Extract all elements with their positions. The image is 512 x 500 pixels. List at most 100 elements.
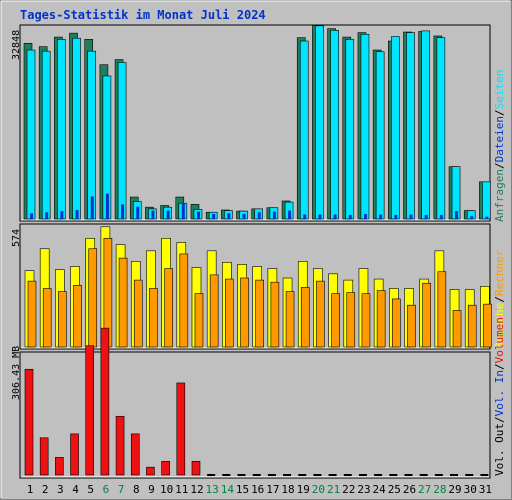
day-label-29: 29 <box>448 483 461 496</box>
bar-volumen-day-30 <box>465 474 474 476</box>
day-label-6: 6 <box>103 483 110 496</box>
day-label-3: 3 <box>57 483 64 496</box>
bar-volumen-day-14 <box>222 474 231 476</box>
bar-rechner-day-16 <box>255 279 264 348</box>
legend-bottom-vol_in: Vol. In <box>493 370 506 416</box>
day-label-19: 19 <box>297 483 310 496</box>
bar-volumen-day-29 <box>450 474 459 476</box>
bar-dateien-day-15 <box>242 213 246 219</box>
bar-volumen-day-25 <box>389 474 398 476</box>
day-label-11: 11 <box>175 483 188 496</box>
bar-dateien-day-25 <box>394 215 398 219</box>
bar-volumen-day-23 <box>358 474 367 476</box>
bar-dateien-day-3 <box>60 211 64 219</box>
day-label-14: 14 <box>221 483 235 496</box>
legend-middle-besuche: Besuche <box>493 303 506 349</box>
bar-rechner-day-2 <box>42 288 52 348</box>
day-label-27: 27 <box>418 483 431 496</box>
day-label-26: 26 <box>403 483 416 496</box>
day-label-9: 9 <box>148 483 155 496</box>
bar-rechner-day-9 <box>149 288 158 348</box>
day-label-25: 25 <box>388 483 401 496</box>
bar-volumen-day-28 <box>434 474 443 476</box>
bar-dateien-day-7 <box>121 204 125 219</box>
bar-seiten-day-31 <box>482 181 491 220</box>
bar-dateien-day-20 <box>318 214 322 219</box>
legend-bottom-volumen: Volumen <box>493 317 506 363</box>
day-label-10: 10 <box>160 483 173 496</box>
legend-separator: / <box>493 162 506 169</box>
bar-dateien-day-31 <box>485 216 489 219</box>
day-label-20: 20 <box>312 483 325 496</box>
day-label-5: 5 <box>87 483 94 496</box>
day-label-17: 17 <box>266 483 279 496</box>
bar-seiten-day-28 <box>436 37 446 220</box>
bar-volumen-day-3 <box>55 457 64 476</box>
bar-volumen-day-11 <box>176 382 186 476</box>
bar-rechner-day-4 <box>73 285 82 348</box>
bar-volumen-day-21 <box>328 474 337 476</box>
bar-rechner-day-21 <box>331 293 340 348</box>
legend-separator: / <box>493 416 506 423</box>
bar-volumen-day-17 <box>267 474 276 476</box>
bar-dateien-day-19 <box>303 214 307 219</box>
legend-separator: / <box>493 363 506 370</box>
bar-volumen-day-9 <box>146 466 155 476</box>
bar-dateien-day-13 <box>212 213 216 219</box>
bar-dateien-day-2 <box>45 212 49 219</box>
bar-rechner-day-11 <box>179 253 189 348</box>
bar-seiten-day-26 <box>406 32 415 220</box>
day-label-23: 23 <box>357 483 370 496</box>
bar-rechner-day-29 <box>452 310 462 348</box>
day-label-21: 21 <box>327 483 340 496</box>
bar-dateien-day-24 <box>379 214 383 219</box>
top-ytick-label: 32848 <box>11 30 22 60</box>
bar-dateien-day-5 <box>90 196 94 219</box>
bar-dateien-day-14 <box>227 213 231 219</box>
bar-dateien-day-23 <box>363 213 367 219</box>
bar-rechner-day-19 <box>300 287 310 348</box>
legend-top-dateien: Dateien <box>493 116 506 162</box>
day-label-31: 31 <box>479 483 492 496</box>
bar-dateien-day-8 <box>136 206 140 219</box>
bar-volumen-day-27 <box>419 474 428 476</box>
bar-dateien-day-27 <box>424 215 428 219</box>
bar-volumen-day-5 <box>85 345 95 476</box>
bar-dateien-day-12 <box>196 211 200 219</box>
bar-seiten-day-22 <box>345 39 355 220</box>
bottom-panel-bars <box>24 327 489 476</box>
day-axis-labels: 1 2 3 4 5 6 7 8 9 10 11 12 13 14 15 16 17 18 19 20 21 22 23 24 2… <box>27 483 492 496</box>
bar-seiten-day-27 <box>421 30 430 220</box>
bar-seiten-day-4 <box>72 37 81 220</box>
bar-rechner-day-7 <box>118 257 128 348</box>
bar-dateien-day-17 <box>272 211 276 219</box>
day-label-22: 22 <box>342 483 355 496</box>
day-label-4: 4 <box>72 483 79 496</box>
bar-dateien-day-18 <box>288 210 292 219</box>
bar-volumen-day-31 <box>480 474 489 476</box>
bar-rechner-day-23 <box>361 293 371 348</box>
bottom-ytick-label: 306.43 MB <box>11 346 22 400</box>
bar-volumen-day-1 <box>24 368 34 476</box>
day-label-30: 30 <box>464 483 477 496</box>
bar-rechner-day-18 <box>285 291 295 348</box>
bar-volumen-day-6 <box>100 327 110 476</box>
bar-seiten-day-5 <box>87 50 97 220</box>
bar-seiten-day-19 <box>299 40 309 220</box>
bar-volumen-day-8 <box>130 433 140 476</box>
bar-rechner-day-5 <box>88 248 98 348</box>
bar-rechner-day-3 <box>58 291 67 348</box>
day-label-7: 7 <box>118 483 125 496</box>
day-label-28: 28 <box>433 483 446 496</box>
bar-seiten-day-25 <box>391 36 400 220</box>
bar-seiten-day-3 <box>57 39 66 220</box>
bar-rechner-day-1 <box>27 280 37 348</box>
bar-volumen-day-2 <box>39 437 49 476</box>
bar-rechner-day-17 <box>270 281 280 348</box>
bar-volumen-day-22 <box>343 474 352 476</box>
middle-legend: Besuche/Rechner <box>493 249 506 349</box>
bar-dateien-day-21 <box>333 214 337 219</box>
top-legend: Anfragen/Dateien/Seiten <box>493 70 506 222</box>
bar-volumen-day-19 <box>298 474 307 476</box>
